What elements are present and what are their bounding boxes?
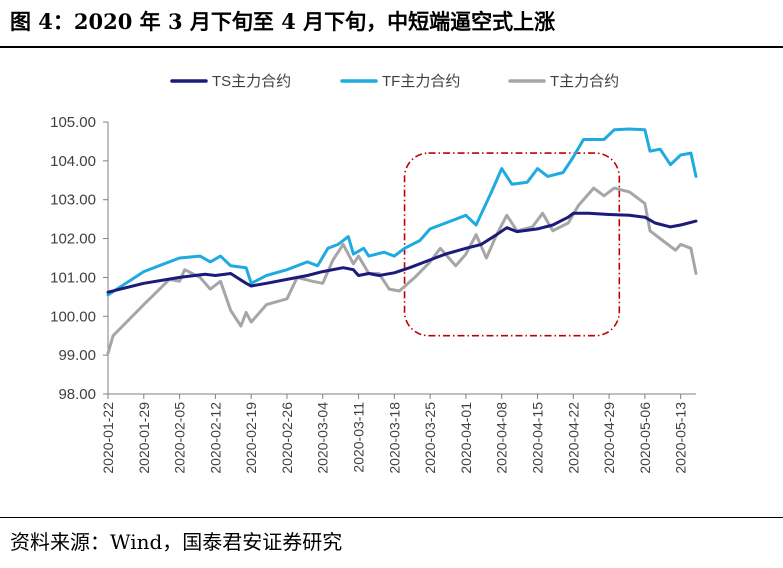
x-tick-label: 2020-05-06	[637, 402, 653, 474]
x-tick-label: 2020-02-12	[207, 402, 223, 474]
x-tick-label: 2020-04-15	[529, 402, 545, 474]
series-line-ts	[106, 211, 698, 294]
legend-label: TF主力合约	[382, 73, 460, 90]
x-tick-label: 2020-02-19	[243, 402, 259, 474]
x-tick-label: 2020-02-26	[279, 402, 295, 474]
x-tick-label: 2020-04-01	[458, 402, 474, 474]
x-tick-label: 2020-03-11	[351, 402, 367, 473]
series-line-tf	[106, 127, 698, 297]
highlight-annotation	[403, 152, 621, 337]
y-tick-label: 101.00	[50, 269, 96, 286]
line-chart: TS主力合约 TF主力合约 T主力合约 98.00 99.00 100.00 101.00…	[50, 73, 698, 474]
x-tick-label: 2020-03-04	[315, 402, 331, 474]
x-tick-label: 2020-04-29	[601, 402, 617, 474]
source-note: 资料来源：Wind，国泰君安证券研究	[10, 530, 343, 554]
y-tick-label: 98.00	[58, 386, 96, 403]
legend-label: T主力合约	[550, 73, 619, 90]
chart-axes: 98.00 99.00 100.00 101.00 102.00 103.00 104.00…	[50, 114, 696, 474]
x-tick-label: 2020-03-18	[386, 402, 402, 474]
x-tick-label: 2020-04-22	[565, 402, 581, 474]
y-tick-label: 105.00	[50, 114, 96, 131]
y-tick-label: 99.00	[58, 347, 96, 364]
highlight-box	[403, 152, 621, 337]
figure-title: 图 4：2020 年 3 月下旬至 4 月下旬，中短端逼空式上涨	[10, 9, 556, 34]
y-tick-label: 104.00	[50, 153, 96, 170]
x-tick-label: 2020-01-29	[136, 402, 152, 474]
legend-label: TS主力合约	[212, 73, 291, 90]
chart-series	[106, 127, 698, 355]
series-line-t	[106, 186, 698, 355]
x-tick-label: 2020-02-05	[172, 402, 188, 474]
y-tick-label: 103.00	[50, 192, 96, 209]
y-tick-label: 102.00	[50, 231, 96, 248]
x-tick-label: 2020-03-25	[422, 402, 438, 474]
x-tick-label: 2020-04-08	[494, 402, 510, 474]
x-tick-label: 2020-05-13	[673, 402, 689, 474]
x-tick-label: 2020-01-22	[100, 402, 116, 474]
source-rule	[0, 517, 783, 518]
title-rule	[0, 46, 783, 48]
chart-legend: TS主力合约 TF主力合约 T主力合约	[170, 73, 619, 90]
y-tick-label: 100.00	[50, 308, 96, 325]
